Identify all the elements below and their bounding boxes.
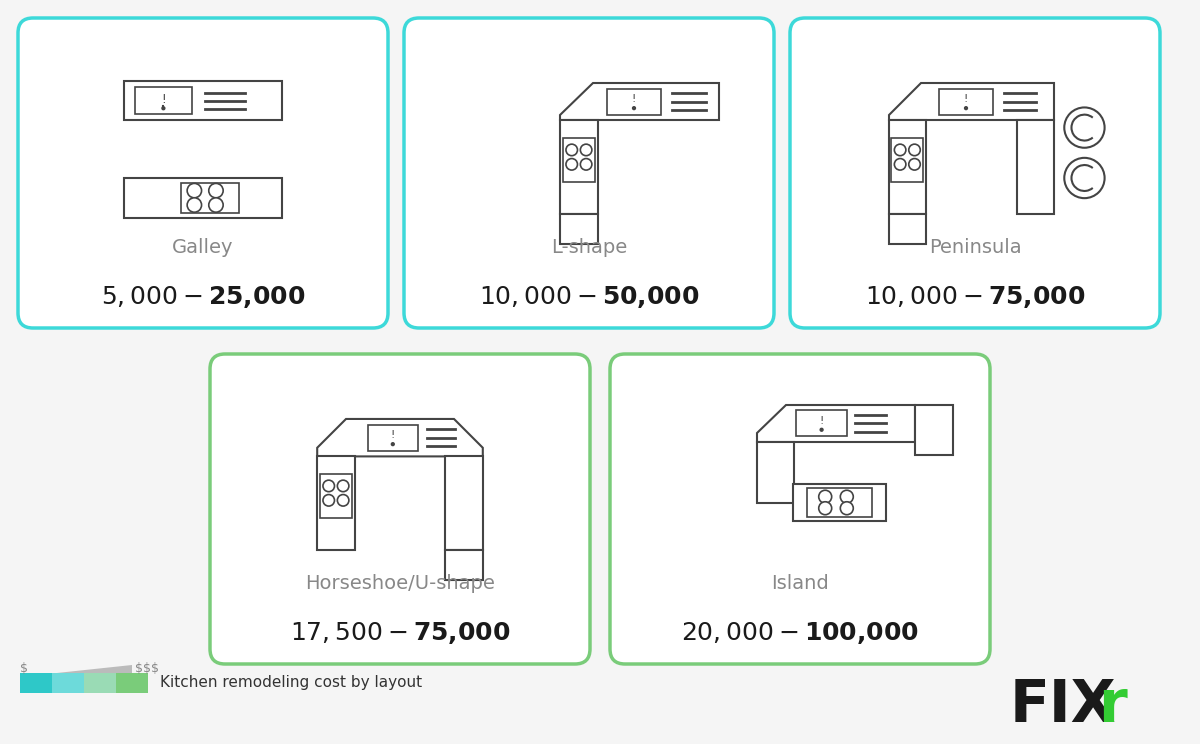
Circle shape: [894, 158, 906, 170]
Bar: [320, 475, 352, 518]
Bar: [797, 411, 847, 436]
Bar: [563, 138, 595, 182]
Circle shape: [209, 184, 223, 198]
Text: $17,500 - $75,000: $17,500 - $75,000: [290, 620, 510, 646]
Bar: [367, 425, 418, 451]
Bar: [445, 456, 482, 550]
Text: r: r: [1098, 678, 1127, 734]
Circle shape: [1064, 158, 1105, 198]
Circle shape: [566, 158, 577, 170]
FancyBboxPatch shape: [210, 354, 590, 664]
Bar: [20, 673, 52, 693]
Circle shape: [965, 106, 967, 109]
Text: $10,000 - $50,000: $10,000 - $50,000: [479, 284, 700, 310]
Bar: [607, 89, 661, 115]
FancyBboxPatch shape: [18, 18, 388, 328]
Text: $10,000 - $75,000: $10,000 - $75,000: [865, 284, 1085, 310]
Circle shape: [209, 198, 223, 212]
Bar: [940, 89, 994, 115]
Bar: [84, 673, 116, 693]
Text: Peninsula: Peninsula: [929, 238, 1021, 257]
Polygon shape: [560, 83, 719, 121]
FancyBboxPatch shape: [610, 354, 990, 664]
Bar: [52, 673, 84, 693]
Bar: [124, 178, 282, 217]
Text: !: !: [964, 94, 968, 104]
Polygon shape: [38, 665, 132, 675]
Text: Galley: Galley: [173, 238, 234, 257]
Polygon shape: [888, 83, 1055, 121]
Circle shape: [818, 501, 832, 515]
Bar: [808, 488, 872, 517]
Polygon shape: [317, 419, 482, 456]
Bar: [445, 550, 482, 580]
Circle shape: [323, 495, 335, 506]
Bar: [916, 405, 953, 455]
Circle shape: [337, 480, 349, 492]
Bar: [888, 121, 926, 214]
Bar: [793, 484, 887, 522]
Circle shape: [818, 490, 832, 503]
Text: !: !: [391, 430, 395, 440]
Bar: [124, 81, 282, 121]
Polygon shape: [757, 405, 916, 442]
Bar: [134, 87, 192, 115]
Circle shape: [894, 144, 906, 155]
Bar: [757, 442, 794, 503]
Text: $20,000 - $100,000: $20,000 - $100,000: [682, 620, 919, 646]
Text: !: !: [820, 416, 823, 426]
Circle shape: [566, 144, 577, 155]
Circle shape: [187, 198, 202, 212]
Text: $: $: [20, 662, 28, 676]
Circle shape: [908, 144, 920, 155]
Text: !: !: [632, 94, 636, 104]
Bar: [560, 214, 598, 244]
Circle shape: [391, 443, 395, 446]
Bar: [116, 673, 148, 693]
Circle shape: [632, 106, 636, 109]
Text: $$$: $$$: [134, 662, 158, 676]
Bar: [892, 138, 923, 182]
Bar: [888, 214, 926, 244]
Text: L-shape: L-shape: [551, 238, 628, 257]
Text: Island: Island: [772, 574, 829, 593]
Circle shape: [1064, 107, 1105, 148]
Text: $5,000 - $25,000: $5,000 - $25,000: [101, 284, 305, 310]
Bar: [1016, 121, 1055, 214]
Circle shape: [840, 490, 853, 503]
Circle shape: [820, 429, 823, 432]
Circle shape: [323, 480, 335, 492]
Circle shape: [337, 495, 349, 506]
Bar: [181, 183, 239, 213]
Circle shape: [581, 144, 592, 155]
FancyBboxPatch shape: [790, 18, 1160, 328]
Circle shape: [187, 184, 202, 198]
Circle shape: [908, 158, 920, 170]
Text: !: !: [161, 93, 166, 106]
Circle shape: [840, 501, 853, 515]
Circle shape: [162, 107, 164, 109]
Text: FIX: FIX: [1010, 678, 1117, 734]
Bar: [560, 121, 598, 214]
FancyBboxPatch shape: [404, 18, 774, 328]
Text: Horseshoe/U-shape: Horseshoe/U-shape: [305, 574, 494, 593]
Circle shape: [581, 158, 592, 170]
Bar: [317, 456, 355, 550]
Text: Kitchen remodeling cost by layout: Kitchen remodeling cost by layout: [160, 676, 422, 690]
